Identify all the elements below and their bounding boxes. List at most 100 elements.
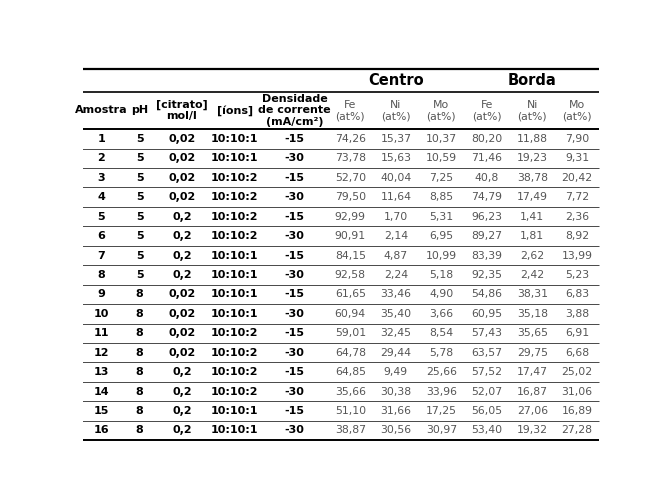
Text: 11,64: 11,64 [380, 192, 412, 202]
Text: 96,23: 96,23 [472, 212, 502, 222]
Text: 5: 5 [136, 270, 143, 280]
Text: -15: -15 [284, 367, 304, 377]
Text: 40,8: 40,8 [475, 173, 499, 183]
Text: 56,05: 56,05 [472, 406, 502, 416]
Text: 0,2: 0,2 [172, 212, 191, 222]
Text: 17,25: 17,25 [426, 406, 457, 416]
Text: 9,49: 9,49 [384, 367, 408, 377]
Text: 0,2: 0,2 [172, 386, 191, 396]
Text: 2,62: 2,62 [520, 250, 544, 260]
Text: 11,88: 11,88 [517, 134, 548, 144]
Text: 10:10:2: 10:10:2 [211, 348, 258, 358]
Text: 10:10:2: 10:10:2 [211, 328, 258, 338]
Text: 13: 13 [93, 367, 109, 377]
Text: 64,78: 64,78 [335, 348, 366, 358]
Text: 33,46: 33,46 [380, 289, 412, 299]
Text: 10:10:2: 10:10:2 [211, 231, 258, 241]
Text: 5: 5 [136, 192, 143, 202]
Text: 30,97: 30,97 [426, 425, 457, 435]
Text: 14: 14 [93, 386, 109, 396]
Text: 52,70: 52,70 [335, 173, 366, 183]
Text: 3: 3 [97, 173, 105, 183]
Text: 10:10:1: 10:10:1 [211, 309, 258, 319]
Text: Mo
(at%): Mo (at%) [562, 100, 592, 121]
Text: 0,02: 0,02 [168, 289, 195, 299]
Text: 25,66: 25,66 [426, 367, 457, 377]
Text: 60,94: 60,94 [335, 309, 366, 319]
Text: -15: -15 [284, 212, 304, 222]
Text: 0,2: 0,2 [172, 250, 191, 260]
Text: 16,87: 16,87 [517, 386, 548, 396]
Text: 8: 8 [136, 367, 143, 377]
Text: 25,02: 25,02 [562, 367, 593, 377]
Text: 84,15: 84,15 [335, 250, 366, 260]
Text: 8: 8 [136, 289, 143, 299]
Text: 6,95: 6,95 [430, 231, 454, 241]
Text: 10:10:2: 10:10:2 [211, 173, 258, 183]
Text: 6,83: 6,83 [565, 289, 589, 299]
Text: 8: 8 [136, 386, 143, 396]
Text: 29,75: 29,75 [517, 348, 548, 358]
Text: 20,42: 20,42 [562, 173, 593, 183]
Text: 4,90: 4,90 [429, 289, 454, 299]
Text: 5,31: 5,31 [430, 212, 454, 222]
Text: [íons]: [íons] [217, 105, 253, 116]
Text: 7,25: 7,25 [430, 173, 454, 183]
Text: 1,41: 1,41 [520, 212, 544, 222]
Text: -30: -30 [284, 270, 304, 280]
Text: 57,43: 57,43 [472, 328, 502, 338]
Text: Amostra: Amostra [75, 106, 127, 116]
Text: 1,70: 1,70 [384, 212, 408, 222]
Text: 2,36: 2,36 [565, 212, 589, 222]
Text: [citrato]
mol/l: [citrato] mol/l [156, 100, 208, 122]
Text: 13,99: 13,99 [562, 250, 593, 260]
Text: 73,78: 73,78 [335, 153, 366, 163]
Text: -30: -30 [284, 348, 304, 358]
Text: 5,18: 5,18 [430, 270, 454, 280]
Text: 31,06: 31,06 [562, 386, 593, 396]
Text: -30: -30 [284, 425, 304, 435]
Text: 4: 4 [97, 192, 105, 202]
Text: 35,40: 35,40 [380, 309, 412, 319]
Text: 8,54: 8,54 [430, 328, 454, 338]
Text: 8: 8 [97, 270, 105, 280]
Text: Densidade
de corrente
(mA/cm²): Densidade de corrente (mA/cm²) [258, 94, 331, 127]
Text: 64,85: 64,85 [335, 367, 366, 377]
Text: 79,50: 79,50 [335, 192, 366, 202]
Text: -30: -30 [284, 309, 304, 319]
Text: 35,18: 35,18 [517, 309, 548, 319]
Text: 60,95: 60,95 [472, 309, 502, 319]
Text: Fe
(at%): Fe (at%) [336, 100, 365, 121]
Text: 0,02: 0,02 [168, 153, 195, 163]
Text: Centro: Centro [368, 73, 424, 88]
Text: 10,37: 10,37 [426, 134, 457, 144]
Text: 0,2: 0,2 [172, 367, 191, 377]
Text: 19,23: 19,23 [517, 153, 548, 163]
Text: 15,63: 15,63 [380, 153, 412, 163]
Text: 17,47: 17,47 [517, 367, 548, 377]
Text: 63,57: 63,57 [472, 348, 502, 358]
Text: 35,66: 35,66 [335, 386, 366, 396]
Text: 1,81: 1,81 [520, 231, 544, 241]
Text: 10:10:1: 10:10:1 [211, 153, 258, 163]
Text: Ni
(at%): Ni (at%) [381, 100, 411, 121]
Text: 7,90: 7,90 [565, 134, 589, 144]
Text: 10,59: 10,59 [426, 153, 457, 163]
Text: Fe
(at%): Fe (at%) [472, 100, 502, 121]
Text: 8: 8 [136, 425, 143, 435]
Text: 32,45: 32,45 [380, 328, 412, 338]
Text: 71,46: 71,46 [472, 153, 502, 163]
Text: 0,02: 0,02 [168, 348, 195, 358]
Text: 35,65: 35,65 [517, 328, 548, 338]
Text: 8,85: 8,85 [430, 192, 454, 202]
Text: 2,24: 2,24 [384, 270, 408, 280]
Text: 8: 8 [136, 328, 143, 338]
Text: -15: -15 [284, 134, 304, 144]
Text: 1: 1 [97, 134, 105, 144]
Text: 54,86: 54,86 [472, 289, 502, 299]
Text: 17,49: 17,49 [517, 192, 548, 202]
Text: 59,01: 59,01 [335, 328, 366, 338]
Text: 10:10:2: 10:10:2 [211, 192, 258, 202]
Text: Ni
(at%): Ni (at%) [518, 100, 547, 121]
Text: 10:10:1: 10:10:1 [211, 406, 258, 416]
